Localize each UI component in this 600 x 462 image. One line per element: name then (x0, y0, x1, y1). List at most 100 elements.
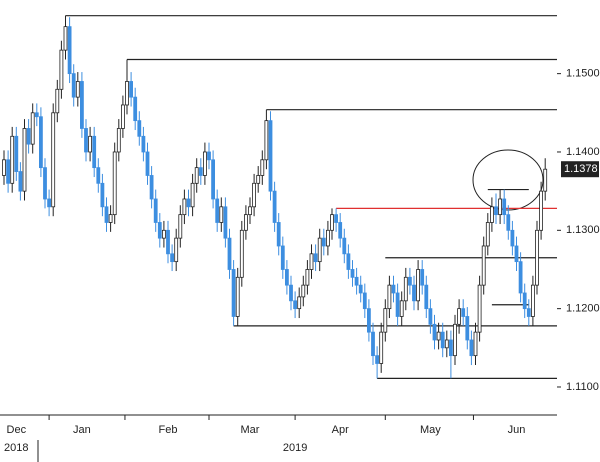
candle-body (477, 284, 482, 333)
candle-body (92, 135, 97, 169)
candle-body (223, 206, 228, 239)
candle-body (145, 151, 150, 176)
candle-body (104, 206, 109, 223)
candle-body (436, 331, 441, 341)
candle-body (539, 190, 543, 231)
year-label: 2019 (283, 442, 307, 454)
candle-body (543, 168, 548, 192)
candle-body (39, 116, 43, 169)
candle-body (498, 198, 503, 216)
candle-body (399, 300, 404, 317)
candle-body (362, 292, 367, 310)
candle-body (330, 214, 334, 231)
candle-body (10, 135, 15, 184)
y-tick-label: 1.1200 (566, 303, 600, 315)
candle-body (313, 253, 318, 263)
candle-body (170, 253, 175, 263)
candle-body (297, 296, 302, 310)
candle-body (485, 222, 490, 247)
candle-body (88, 135, 92, 153)
candle-body (280, 245, 285, 270)
candle-body (531, 284, 535, 317)
candle-body (317, 237, 322, 263)
candle-body (325, 229, 330, 247)
candle-body (2, 159, 6, 176)
candle-body (207, 151, 211, 161)
candle-body (420, 269, 425, 286)
candle-body (174, 237, 179, 263)
candle-body (67, 26, 72, 75)
candle-body (178, 214, 183, 239)
highlight-ellipse (472, 149, 544, 211)
y-tick-label: 1.1500 (566, 68, 600, 80)
x-tick-label: Jan (73, 424, 91, 436)
candle-body (407, 276, 412, 286)
candle-body (157, 222, 162, 239)
candle-body (375, 355, 380, 364)
candle-body (424, 284, 429, 310)
candle-body (6, 159, 10, 184)
candle-body (256, 175, 261, 184)
candle-body (231, 269, 236, 317)
candle-body (387, 284, 392, 310)
candle-body (63, 26, 68, 51)
candle-body (284, 269, 289, 286)
candle-body (395, 292, 400, 317)
candle-body (309, 253, 314, 270)
candle-body (289, 284, 293, 302)
candle-body (506, 214, 511, 231)
candle-body (235, 276, 240, 317)
candle-body (305, 269, 310, 286)
candle-body (489, 206, 494, 223)
candle-body (526, 308, 531, 317)
x-tick-label: Apr (332, 424, 349, 436)
candle-body (14, 135, 19, 172)
candle-body (260, 159, 265, 176)
candle-body (461, 308, 466, 317)
candle-body (338, 222, 343, 239)
candle-body (416, 269, 421, 302)
candle-body (129, 81, 134, 98)
candle-body (239, 229, 244, 278)
candle-body (211, 159, 216, 200)
candle-body (125, 81, 129, 106)
candle-body (366, 308, 371, 333)
candle-body (272, 190, 277, 223)
candle-body (440, 331, 445, 349)
candle-body (383, 308, 388, 333)
candle-body (342, 237, 347, 255)
candle-body (166, 229, 170, 255)
candle-body (301, 284, 306, 298)
candle-body (198, 167, 203, 176)
candle-body (248, 206, 252, 216)
candle-body (149, 175, 154, 200)
x-tick-label: Jun (508, 424, 526, 436)
candle-body (55, 88, 60, 114)
candle-body (514, 245, 519, 263)
candle-body (227, 237, 232, 270)
candle-body (80, 81, 84, 129)
candle-body (321, 237, 326, 247)
candle-body (22, 128, 27, 192)
candle-body (510, 229, 515, 247)
y-tick-label: 1.1300 (566, 224, 600, 236)
candle-body (412, 284, 416, 302)
candle-body (428, 308, 433, 325)
candle-body (465, 316, 470, 341)
candle-body (34, 112, 39, 118)
y-tick-label: 1.1400 (566, 146, 600, 158)
x-tick-label: Dec (7, 424, 27, 436)
candle-body (481, 245, 486, 286)
candle-body (84, 128, 88, 153)
candle-body (252, 182, 257, 208)
last-price-label: 1.1378 (564, 163, 598, 175)
candle-body (43, 167, 47, 200)
candle-body (334, 214, 339, 223)
candle-body (18, 171, 23, 192)
candle-body (161, 229, 166, 239)
candle-body (268, 120, 273, 192)
candle-body (141, 135, 146, 153)
candle-body (96, 167, 101, 184)
candle-body (453, 323, 457, 357)
